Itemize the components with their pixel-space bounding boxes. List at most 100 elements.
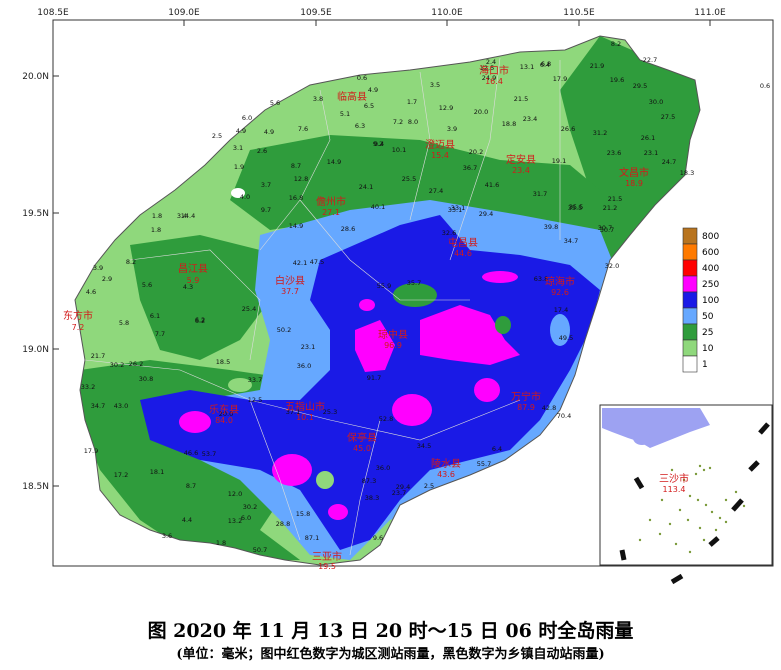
city-name: 澄迈县	[425, 138, 455, 151]
station-rainfall-value: 3.8	[313, 95, 323, 103]
city-name: 乐东县	[209, 403, 239, 416]
city-name: 陵水县	[431, 458, 461, 470]
station-rainfall-value: 32.0	[605, 262, 619, 270]
station-rainfall-value: 55.7	[477, 460, 491, 468]
station-rainfall-value: 14.9	[327, 158, 341, 166]
station-rainfall-value: 36.0	[376, 464, 390, 472]
station-labels: 0.64.93.86.5 1.73.52.49.26.413.18.212.524…	[81, 40, 770, 554]
station-rainfall-value: 17.4	[554, 306, 568, 314]
station-rainfall-value: 4.0	[240, 193, 250, 201]
station-rainfall-value: 25.5	[402, 175, 416, 183]
legend-level-label: 10	[702, 344, 714, 354]
city-rainfall: 43.6	[437, 470, 455, 479]
station-rainfall-value: 29.4	[396, 483, 410, 491]
station-rainfall-value: 53.7	[202, 450, 216, 458]
station-rainfall-value: 2.4	[486, 58, 496, 66]
station-rainfall-value: 30.2	[110, 361, 124, 369]
station-rainfall-value: 38.3	[365, 494, 379, 502]
station-rainfall-value: 55.9	[377, 282, 391, 290]
inset-islands-dots	[638, 464, 746, 554]
inset-island	[633, 431, 651, 445]
station-rainfall-value: 18.3	[680, 169, 694, 177]
station-rainfall-value: 20.0	[219, 410, 233, 418]
station-rainfall-value: 9.6	[373, 534, 383, 542]
station-rainfall-value: 36.7	[463, 164, 477, 172]
station-rainfall-value: 6.0	[241, 514, 251, 522]
map-subtitle: (单位：毫米；图中红色数字为城区测站雨量，黑色数字为乡镇自动站雨量)	[176, 647, 605, 662]
station-rainfall-value: 3.4	[177, 212, 187, 220]
station-rainfall-value: 0.6	[760, 82, 770, 90]
station-rainfall-value: 6.4	[540, 61, 550, 69]
station-rainfall-value: 8.7	[186, 482, 196, 490]
station-rainfall-value: 6.2	[195, 316, 205, 324]
city-rainfall: 44.6	[454, 249, 472, 258]
station-rainfall-value: 30.8	[139, 375, 153, 383]
station-rainfall-value: 21.5	[608, 195, 622, 203]
city-name: 琼中县	[378, 328, 408, 341]
rain-zone-1-10	[231, 188, 245, 198]
rain-zone-25-50	[130, 235, 270, 360]
station-rainfall-value: 3.9	[93, 264, 103, 272]
city-name: 万宁市	[511, 390, 541, 403]
station-rainfall-value: 7.2	[393, 118, 403, 126]
station-rainfall-value: 47.5	[310, 258, 324, 266]
station-rainfall-value: 31.7	[533, 190, 547, 198]
station-rainfall-value: 3.6	[162, 532, 172, 540]
station-rainfall-value: 46.6	[184, 449, 198, 457]
station-rainfall-value: 30.7	[600, 226, 614, 234]
station-rainfall-value: 14.4	[181, 212, 195, 220]
station-rainfall-value: 6.5	[364, 102, 374, 110]
station-rainfall-value: 13.1	[520, 63, 534, 71]
station-rainfall-value: 52.8	[379, 415, 393, 423]
rain-zone-250-400	[359, 299, 375, 311]
station-rainfall-value: 6.3	[355, 122, 365, 130]
rain-zone-250-400	[474, 378, 500, 402]
station-rainfall-value: 5.6	[142, 281, 152, 289]
station-rainfall-value: 50.2	[277, 326, 291, 334]
lon-tick-label: 108.5E	[37, 8, 69, 18]
station-rainfall-value: 23.6	[607, 149, 621, 157]
station-rainfall-value: 35.5	[569, 203, 583, 211]
station-rainfall-value: 24.1	[359, 183, 373, 191]
rain-zone-250-400	[179, 411, 211, 433]
station-rainfall-value: 35.7	[407, 279, 421, 287]
station-rainfall-value: 24.7	[662, 158, 676, 166]
station-rainfall-value: 1.8	[151, 226, 161, 234]
inset-map: 三沙市 113.4	[599, 404, 773, 585]
station-rainfall-value: 19.6	[610, 76, 624, 84]
city-rainfall: 18.9	[625, 179, 643, 188]
station-rainfall-value: 87.3	[362, 477, 376, 485]
station-rainfall-value: 3.1	[233, 144, 243, 152]
station-rainfall-value: 27.4	[429, 187, 443, 195]
station-rainfall-value: 4.9	[264, 128, 274, 136]
station-rainfall-value: 26.1	[641, 134, 655, 142]
station-rainfall-value: 7.7	[155, 330, 165, 338]
station-rainfall-value: 6.4	[492, 445, 502, 453]
city-rainfall: 23.4	[512, 166, 530, 175]
rain-zone-25-50	[393, 283, 437, 307]
station-rainfall-value: 23.7	[392, 489, 406, 497]
city-name: 文昌市	[619, 166, 649, 179]
station-rainfall-value: 3.7	[261, 181, 271, 189]
station-rainfall-value: 4.3	[183, 283, 193, 291]
island-outline	[74, 35, 701, 566]
station-rainfall-value: 91.7	[367, 374, 381, 382]
station-rainfall-value: 33.1	[448, 206, 462, 214]
inset-nine-dash-line	[619, 422, 770, 585]
inset-mainland	[602, 408, 710, 448]
station-rainfall-value: 25.4	[242, 305, 256, 313]
station-rainfall-value: 35.5	[568, 204, 582, 212]
station-rainfall-value: 8.2	[126, 258, 136, 266]
station-rainfall-value: 6.8	[541, 60, 551, 68]
legend-level-label: 50	[702, 312, 714, 322]
city-name: 五指山市	[285, 400, 325, 413]
station-rainfall-value: 6.1	[150, 312, 160, 320]
rain-zone-50-100	[550, 314, 570, 346]
county-boundaries	[84, 57, 561, 556]
station-rainfall-value: 18.1	[150, 468, 164, 476]
latitude-ticks: 20.0N 19.5N 19.0N 18.5N	[22, 72, 59, 492]
station-rainfall-value: 8.0	[408, 118, 418, 126]
station-rainfall-value: 5.8	[119, 319, 129, 327]
rain-zone-10-25	[228, 378, 252, 392]
